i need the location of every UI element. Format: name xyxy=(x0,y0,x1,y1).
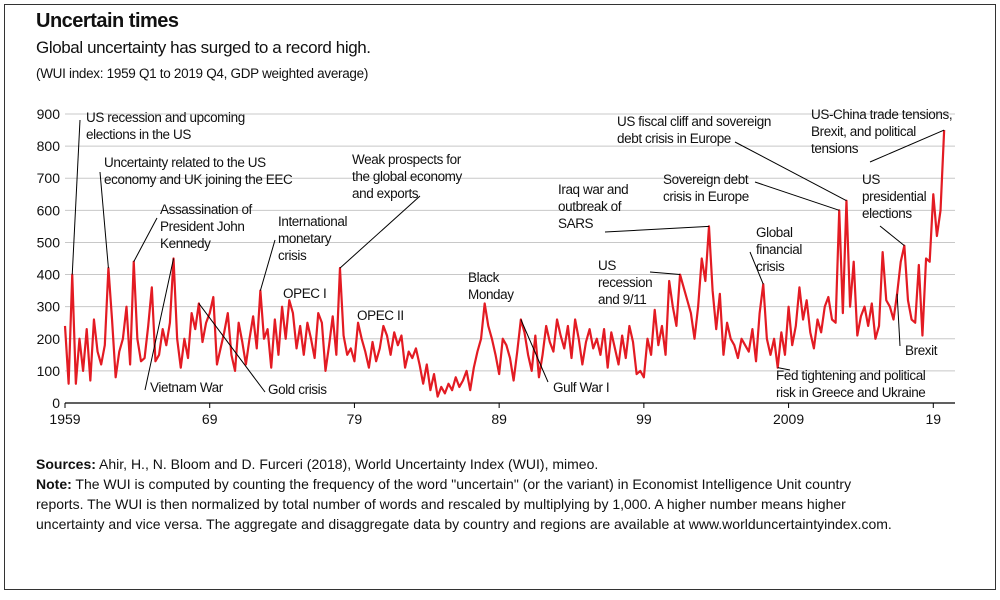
annotation-text: Vietnam War xyxy=(150,380,224,395)
leader-line xyxy=(879,225,905,247)
annotation-text: debt crisis in Europe xyxy=(617,131,731,146)
leader-line xyxy=(734,141,847,202)
leader-line xyxy=(259,239,276,291)
annotation-text: Kennedy xyxy=(160,236,211,251)
annotation-text: presidential xyxy=(862,189,927,204)
y-tick-label: 700 xyxy=(37,170,61,186)
x-tick-label: 19 xyxy=(926,411,942,427)
annotation-text: elections in the US xyxy=(86,127,191,142)
annotation-text: Iraq war and xyxy=(558,182,628,197)
annotation-text: US fiscal cliff and sovereign xyxy=(617,114,771,129)
annotation-text: elections xyxy=(862,206,912,221)
annotation-text: tensions xyxy=(811,141,859,156)
sources: Sources: Ahir, H., N. Bloom and D. Furce… xyxy=(36,456,598,472)
annotation-text: crisis xyxy=(756,259,785,274)
leader-line xyxy=(198,303,266,393)
y-tick-label: 100 xyxy=(37,363,61,379)
annotation-text: US xyxy=(862,172,880,187)
leader-line xyxy=(896,293,901,347)
leader-line xyxy=(99,171,109,269)
annotation-text: International xyxy=(278,214,348,229)
leader-line xyxy=(649,271,681,276)
annotation-text: and 9/11 xyxy=(598,292,646,307)
annotation-text: crisis in Europe xyxy=(663,189,749,204)
note-text: The WUI is computed by counting the freq… xyxy=(75,476,851,492)
annotation-text: Global xyxy=(756,225,793,240)
annotation-text: recession xyxy=(598,275,652,290)
y-tick-label: 600 xyxy=(37,202,61,218)
leader-line xyxy=(749,251,764,285)
y-tick-label: 200 xyxy=(37,331,61,347)
sources-text: Ahir, H., N. Bloom and D. Furceri (2018)… xyxy=(99,456,598,472)
y-tick-label: 300 xyxy=(37,299,61,315)
annotation-text: financial xyxy=(756,242,802,257)
x-tick-label: 69 xyxy=(202,411,218,427)
annotation-text: risk in Greece and Ukraine xyxy=(776,385,925,400)
annotation-text: Monday xyxy=(468,287,514,302)
annotation-text: Black xyxy=(468,270,500,285)
annotation-text: Brexit, and political xyxy=(811,124,916,139)
annotation-text: Fed tightening and political xyxy=(776,368,926,383)
annotation-text: President John xyxy=(160,219,244,234)
annotation-text: outbreak of xyxy=(558,199,622,214)
sources-label: Sources: xyxy=(36,456,96,472)
annotation-text: US-China trade tensions, xyxy=(811,107,952,122)
annotation-text: crisis xyxy=(278,248,307,263)
y-tick-label: 0 xyxy=(52,395,60,411)
chart-note: (WUI index: 1959 Q1 to 2019 Q4, GDP weig… xyxy=(36,66,368,81)
note-line: reports. The WUI is then normalized by t… xyxy=(36,496,846,512)
leader-line xyxy=(133,217,158,262)
data-line xyxy=(63,130,946,398)
annotation-text: Brexit xyxy=(905,343,938,358)
note-text: reports. The WUI is then normalized by t… xyxy=(36,496,846,512)
annotation-text: OPEC II xyxy=(357,308,404,323)
annotation-text: SARS xyxy=(558,216,594,231)
annotation-text: OPEC I xyxy=(283,286,326,301)
annotation-text: Weak prospects for xyxy=(352,152,462,167)
annotation-text: Gold crisis xyxy=(268,382,327,397)
annotation-text: economy and UK joining the EEC xyxy=(104,172,293,187)
y-tick-label: 400 xyxy=(37,267,61,283)
leader-line xyxy=(520,319,549,383)
chart-subtitle: Global uncertainty has surged to a recor… xyxy=(36,38,371,57)
leader-line xyxy=(71,119,81,275)
annotation-text: the global economy xyxy=(352,169,463,184)
x-tick-label: 99 xyxy=(636,411,652,427)
leader-line xyxy=(869,129,945,163)
chart-title: Uncertain times xyxy=(36,10,179,32)
annotation-text: Uncertainty related to the US xyxy=(104,155,266,170)
leader-line xyxy=(604,225,710,233)
x-tick-label: 79 xyxy=(347,411,363,427)
note-line: uncertainty and vice versa. The aggregat… xyxy=(36,516,892,532)
annotation-text: Sovereign debt xyxy=(663,172,749,187)
x-tick-label: 89 xyxy=(491,411,507,427)
leader-line xyxy=(754,181,840,211)
leader-line xyxy=(777,367,791,371)
y-tick-label: 900 xyxy=(37,106,61,122)
frame xyxy=(4,4,996,590)
x-tick-label: 1959 xyxy=(49,411,80,427)
note-text: uncertainty and vice versa. The aggregat… xyxy=(36,516,892,532)
note-label: Note: xyxy=(36,476,72,492)
note-line: Note: The WUI is computed by counting th… xyxy=(36,476,851,492)
annotation-text: US xyxy=(598,258,616,273)
annotation-text: US recession and upcoming xyxy=(86,110,245,125)
annotation-text: Assassination of xyxy=(160,202,253,217)
x-tick-label: 2009 xyxy=(773,411,804,427)
annotation-text: Gulf War I xyxy=(553,380,609,395)
y-tick-label: 800 xyxy=(37,138,61,154)
y-tick-label: 500 xyxy=(37,234,61,250)
leader-line xyxy=(144,258,175,391)
annotation-text: and exports xyxy=(352,186,419,201)
leader-line xyxy=(339,195,421,269)
annotation-text: monetary xyxy=(278,231,332,246)
